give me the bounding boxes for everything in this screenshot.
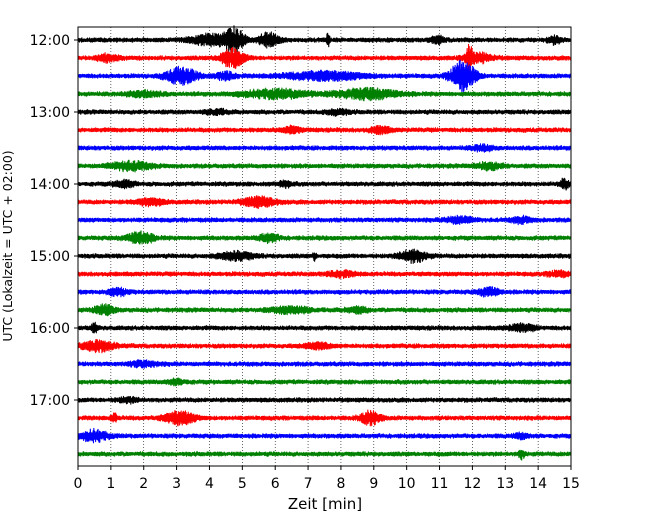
x-tick-label-10: 10 <box>398 476 416 492</box>
trace-1415 <box>77 195 572 210</box>
trace-1530 <box>77 286 572 298</box>
trace-1715 <box>77 409 572 427</box>
trace-1430 <box>77 214 572 226</box>
x-tick-label-5: 5 <box>238 476 247 492</box>
y-axis-ticks: 12:00 13:00 14:00 15:00 16:00 17:00 <box>30 33 78 409</box>
x-tick-label-6: 6 <box>271 476 280 492</box>
trace-1615 <box>77 338 572 354</box>
trace-1630 <box>77 359 572 369</box>
x-tick-label-4: 4 <box>205 476 214 492</box>
x-tick-label-0: 0 <box>74 476 83 492</box>
trace-1515 <box>77 269 572 280</box>
trace-1300 <box>77 107 572 117</box>
y-tick-label-1: 13:00 <box>30 105 70 121</box>
plot-frame <box>77 26 572 467</box>
x-axis-label: Zeit [min] <box>288 495 362 513</box>
seismic-traces <box>77 25 572 461</box>
x-tick-label-12: 12 <box>463 476 481 492</box>
trace-1545 <box>77 303 572 317</box>
trace-1200 <box>77 25 572 53</box>
minute-gridlines <box>110 27 539 466</box>
trace-1645 <box>77 377 572 387</box>
trace-1445 <box>77 230 572 245</box>
x-tick-label-9: 9 <box>369 476 378 492</box>
trace-1400 <box>77 177 572 191</box>
x-tick-label-2: 2 <box>139 476 148 492</box>
x-tick-label-3: 3 <box>172 476 181 492</box>
x-tick-label-14: 14 <box>529 476 547 492</box>
trace-1315 <box>77 124 572 136</box>
trace-1500 <box>77 248 572 265</box>
trace-1230 <box>77 59 572 93</box>
x-tick-label-13: 13 <box>496 476 514 492</box>
y-tick-label-2: 14:00 <box>30 177 70 193</box>
y-tick-label-0: 12:00 <box>30 33 70 49</box>
x-axis-ticks: 0 1 2 3 4 5 6 7 8 9 10 11 12 13 14 15 <box>74 466 580 492</box>
y-axis-label: UTC (Lokalzeit = UTC + 02:00) <box>0 150 15 341</box>
x-tick-label-8: 8 <box>336 476 345 492</box>
y-tick-label-4: 16:00 <box>30 321 70 337</box>
y-tick-label-5: 17:00 <box>30 393 70 409</box>
trace-1330 <box>77 143 572 153</box>
x-tick-label-11: 11 <box>431 476 449 492</box>
trace-1345 <box>77 159 572 173</box>
y-tick-label-3: 15:00 <box>30 249 70 265</box>
x-tick-label-1: 1 <box>106 476 115 492</box>
x-tick-label-15: 15 <box>562 476 580 492</box>
x-tick-label-7: 7 <box>304 476 313 492</box>
trace-1700 <box>77 395 572 405</box>
trace-1215 <box>77 43 572 74</box>
trace-1745 <box>77 449 572 461</box>
trace-1730 <box>77 427 572 444</box>
trace-1245 <box>77 86 572 102</box>
trace-1600 <box>77 321 572 334</box>
